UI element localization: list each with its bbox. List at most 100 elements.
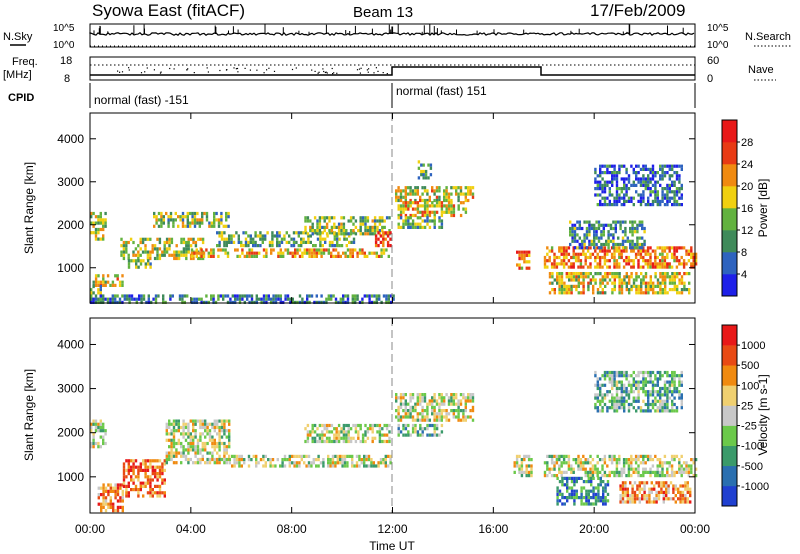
heatmap-cell xyxy=(555,461,559,465)
heatmap-cell xyxy=(255,454,258,458)
heatmap-cell xyxy=(354,294,357,298)
heatmap-cell xyxy=(320,248,323,252)
heatmap-cell xyxy=(661,288,664,292)
heatmap-cell xyxy=(578,220,581,224)
heatmap-cell xyxy=(172,224,175,228)
heatmap-cell xyxy=(151,478,154,482)
heatmap-cell xyxy=(414,201,417,205)
heatmap-cell xyxy=(192,441,195,446)
heatmap-cell xyxy=(380,300,383,304)
heatmap-cell xyxy=(666,190,669,194)
heatmap-cell xyxy=(111,280,115,284)
heatmap-cell xyxy=(190,248,194,252)
heatmap-cell xyxy=(575,492,578,496)
heatmap-cell xyxy=(225,461,228,465)
heatmap-cell xyxy=(226,251,230,255)
heatmap-cell xyxy=(443,396,446,400)
heatmap-cell xyxy=(168,247,171,251)
heatmap-cell xyxy=(187,457,190,462)
heatmap-cell xyxy=(606,249,609,253)
heatmap-cell xyxy=(548,272,552,276)
heatmap-cell xyxy=(402,204,405,208)
heatmap-cell xyxy=(397,204,400,208)
heatmap-cell xyxy=(433,219,436,223)
heatmap-cell xyxy=(354,248,357,252)
heatmap-cell xyxy=(318,439,322,444)
heatmap-cell xyxy=(586,470,590,474)
heatmap-cell xyxy=(450,399,453,403)
heatmap-cell xyxy=(337,229,341,233)
heatmap-cell xyxy=(288,461,291,465)
heatmap-cell xyxy=(632,406,635,410)
heatmap-cell xyxy=(688,281,691,285)
heatmap-cell xyxy=(675,374,679,378)
heatmap-cell xyxy=(575,496,578,500)
heatmap-cell xyxy=(330,423,334,428)
heatmap-cell xyxy=(659,399,662,403)
heatmap-cell xyxy=(668,183,671,187)
colorbar-swatch xyxy=(722,208,737,231)
heatmap-cell xyxy=(137,259,140,263)
heatmap-cell xyxy=(325,300,328,304)
heatmap-cell xyxy=(556,476,559,480)
heatmap-cell xyxy=(316,232,319,236)
heatmap-cell xyxy=(335,436,338,440)
heatmap-cell xyxy=(127,259,131,263)
heatmap-cell xyxy=(135,297,138,301)
heatmap-cell xyxy=(681,490,685,494)
heatmap-cell xyxy=(637,464,640,468)
heatmap-cell xyxy=(373,222,377,226)
heatmap-cell xyxy=(675,249,679,253)
heatmap-cell xyxy=(577,275,580,279)
nave-dot xyxy=(318,71,320,73)
heatmap-cell xyxy=(156,256,159,261)
heatmap-cell xyxy=(201,422,204,426)
heatmap-cell xyxy=(181,294,184,298)
heatmap-cell xyxy=(210,251,213,255)
heatmap-cell xyxy=(358,464,361,468)
heatmap-cell xyxy=(594,383,597,387)
heatmap-cell xyxy=(471,399,475,403)
heatmap-cell xyxy=(177,429,180,433)
heatmap-cell xyxy=(411,427,415,431)
heatmap-cell xyxy=(561,496,564,500)
heatmap-cell xyxy=(615,470,619,474)
heatmap-cell xyxy=(192,435,195,439)
heatmap-cell xyxy=(168,451,171,455)
heatmap-cell xyxy=(567,265,571,269)
heatmap-cell xyxy=(668,167,671,171)
heatmap-cell xyxy=(244,237,248,241)
heatmap-cell xyxy=(462,207,465,211)
heatmap-cell xyxy=(122,253,126,257)
heatmap-cell xyxy=(627,467,631,471)
heatmap-cell xyxy=(565,249,568,253)
heatmap-cell xyxy=(599,193,602,197)
heatmap-cell xyxy=(187,237,190,241)
heatmap-cell xyxy=(335,430,338,434)
heatmap-cell xyxy=(678,272,681,276)
heatmap-cell xyxy=(631,494,634,498)
heatmap-cell xyxy=(663,196,667,200)
heatmap-cell xyxy=(404,195,407,199)
heatmap-cell xyxy=(611,380,614,384)
heatmap-cell xyxy=(118,297,122,301)
heatmap-cell xyxy=(692,255,695,260)
heatmap-cell xyxy=(641,236,644,240)
heatmap-cell xyxy=(340,216,343,220)
nave-dot xyxy=(322,68,324,70)
heatmap-cell xyxy=(322,251,326,255)
heatmap-cell xyxy=(364,423,367,428)
heatmap-cell xyxy=(642,386,645,391)
heatmap-cell xyxy=(323,225,326,229)
heatmap-cell xyxy=(139,484,142,488)
heatmap-cell xyxy=(597,476,600,480)
heatmap-cell xyxy=(345,229,348,233)
heatmap-cell xyxy=(608,454,611,458)
heatmap-cell xyxy=(663,474,667,478)
heatmap-cell xyxy=(255,254,258,258)
heatmap-cell xyxy=(151,491,154,495)
heatmap-cell xyxy=(656,203,659,207)
heatmap-cell xyxy=(323,439,326,444)
heatmap-cell xyxy=(661,464,664,468)
heatmap-cell xyxy=(678,390,681,394)
